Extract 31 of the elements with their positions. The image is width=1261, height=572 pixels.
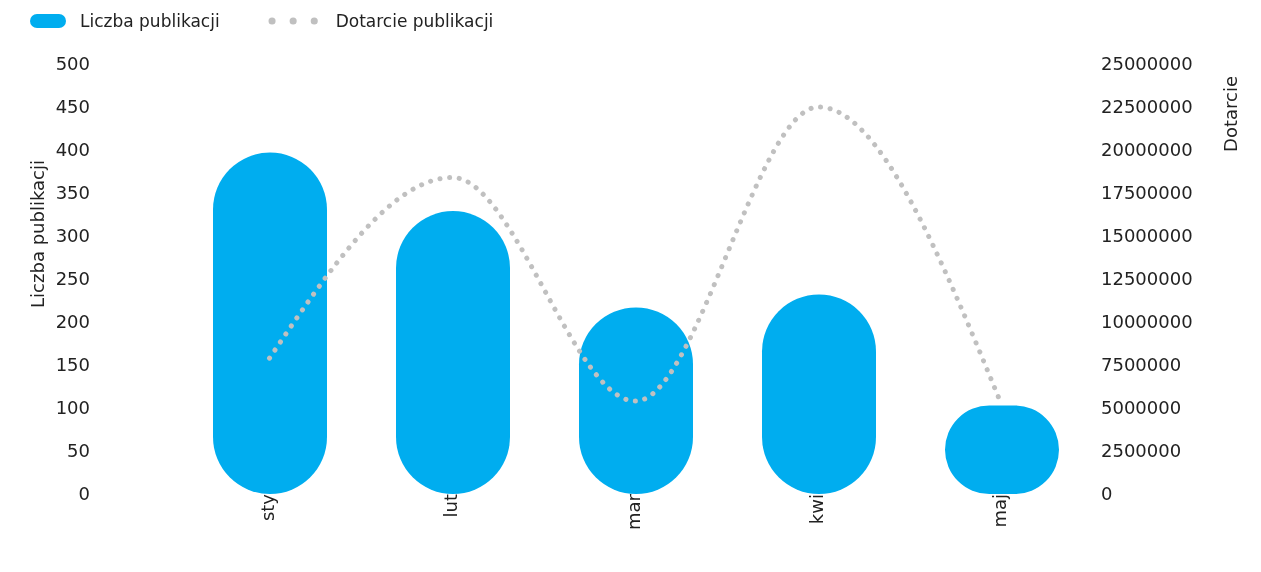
y-tick-label: 450 (55, 96, 90, 118)
y-tick-label: 400 (55, 139, 90, 161)
y-tick-label: 500 (55, 53, 90, 75)
y-axis-title: Liczba publikacji (26, 160, 48, 308)
y2-tick-label: 25000000 (1101, 53, 1193, 75)
y2-tick-label: 17500000 (1101, 182, 1193, 204)
x-tick-label: mar (623, 493, 645, 530)
y-tick-label: 50 (67, 440, 90, 462)
x-tick-label: sty (257, 493, 279, 522)
y2-tick-label: 15000000 (1101, 225, 1193, 247)
y2-axis-title: Dotarcie (1219, 76, 1241, 152)
x-tick-label: kwi (806, 494, 828, 525)
x-tick-label: maj (989, 494, 1011, 528)
y-tick-label: 200 (55, 311, 90, 333)
y-tick-label: 100 (55, 397, 90, 419)
y2-tick-label: 7500000 (1101, 354, 1182, 376)
y2-tick-label: 12500000 (1101, 268, 1193, 290)
y2-tick-label: 22500000 (1101, 96, 1193, 118)
legend-label: Dotarcie publikacji (335, 11, 494, 31)
y2-tick-label: 0 (1101, 483, 1113, 505)
y-tick-label: 150 (55, 354, 90, 376)
y-tick-label: 250 (55, 268, 90, 290)
y2-tick-label: 5000000 (1101, 397, 1182, 419)
y2-tick-label: 10000000 (1101, 311, 1193, 333)
y2-tick-label: 20000000 (1101, 139, 1193, 161)
x-tick-label: lut (440, 494, 462, 518)
legend-label: Liczba publikacji (80, 11, 220, 31)
y2-tick-label: 2500000 (1101, 440, 1182, 462)
y-tick-label: 350 (55, 182, 90, 204)
y-tick-label: 0 (78, 483, 90, 505)
y-tick-label: 300 (55, 225, 90, 247)
